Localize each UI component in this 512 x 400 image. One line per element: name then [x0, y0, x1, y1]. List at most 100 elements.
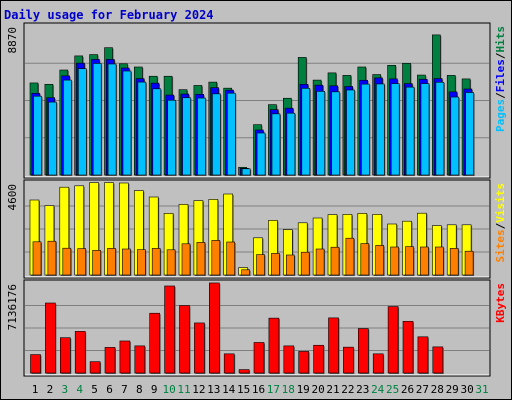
bar-sites — [47, 240, 57, 276]
bar-kbytes — [253, 342, 265, 374]
x-tick-label: 20 — [311, 383, 324, 396]
x-tick-label: 8 — [136, 383, 143, 396]
bar-sites — [77, 248, 86, 276]
bar-kbytes — [313, 344, 324, 374]
bar-kbytes — [372, 353, 384, 374]
bar-sites — [375, 245, 385, 276]
bar-pages — [137, 81, 147, 176]
x-tick-label: 11 — [177, 383, 190, 396]
x-tick-label: 16 — [252, 383, 265, 396]
bar-pages — [167, 99, 176, 176]
x-tick-label: 1 — [32, 383, 39, 396]
bar-kbytes — [104, 347, 116, 374]
bar-kbytes — [179, 305, 190, 374]
bar-sites — [166, 249, 176, 276]
bar-sites — [315, 248, 325, 276]
bar-sites — [449, 248, 459, 276]
x-tick-label: 26 — [401, 383, 414, 396]
x-tick-label: 30 — [460, 383, 473, 396]
bar-sites — [241, 269, 250, 276]
bar-pages — [301, 88, 311, 176]
x-tick-label: 28 — [431, 383, 444, 396]
legend-item: Visits — [494, 183, 507, 223]
bar-pages — [256, 132, 266, 176]
bar-kbytes — [74, 331, 86, 374]
x-tick-label: 22 — [341, 383, 354, 396]
bar-kbytes — [119, 340, 131, 374]
x-tick-label: 10 — [162, 383, 175, 396]
x-tick-label: 23 — [356, 383, 369, 396]
bar-sites — [360, 243, 370, 276]
bar-kbytes — [194, 322, 205, 374]
x-tick-label: 25 — [386, 383, 399, 396]
bar-kbytes — [209, 282, 220, 374]
x-tick-label: 29 — [446, 383, 459, 396]
bar-pages — [122, 70, 132, 176]
bar-sites — [330, 246, 340, 276]
bar-kbytes — [357, 328, 369, 374]
x-tick-label: 31 — [475, 383, 488, 396]
bar-pages — [107, 63, 117, 176]
bar-kbytes — [298, 351, 310, 374]
x-tick-label: 13 — [207, 383, 220, 396]
bar-pages — [286, 112, 296, 176]
bar-kbytes — [134, 345, 146, 374]
bar-kbytes — [59, 337, 71, 374]
legend-item: Sites — [494, 229, 507, 262]
x-tick-label: 24 — [371, 383, 385, 396]
bar-pages — [375, 83, 385, 176]
bar-pages — [241, 168, 251, 176]
legend-item: / — [494, 92, 507, 99]
bar-pages — [316, 91, 326, 176]
bar-sites — [137, 249, 146, 276]
x-tick-label: 12 — [192, 383, 205, 396]
bar-sites — [181, 243, 191, 276]
bar-sites — [420, 246, 429, 276]
x-tick-label: 14 — [222, 383, 236, 396]
legend-item: / — [494, 222, 507, 229]
bar-kbytes — [387, 306, 399, 374]
x-tick-label: 21 — [326, 383, 339, 396]
bar-sites — [226, 241, 235, 276]
bar-pages — [465, 92, 475, 176]
legend-kbytes: KBytes — [494, 283, 507, 323]
legend-item: / — [494, 52, 507, 59]
bar-sites — [405, 246, 414, 276]
bar-kbytes — [30, 354, 41, 374]
bar-kbytes — [283, 345, 295, 374]
bar-pages — [227, 92, 236, 176]
bar-pages — [346, 89, 355, 176]
bar-pages — [450, 96, 460, 176]
legend-item: Pages — [494, 99, 507, 132]
bar-pages — [271, 113, 281, 176]
bar-sites — [300, 251, 310, 276]
bar-sites — [196, 242, 206, 276]
bar-kbytes — [45, 302, 56, 374]
x-tick-label: 2 — [47, 383, 54, 396]
x-tick-label: 9 — [151, 383, 158, 396]
bar-kbytes — [164, 285, 175, 374]
bar-pages — [361, 83, 370, 176]
bar-kbytes — [149, 312, 160, 374]
bar-sites — [390, 246, 399, 276]
legend-hits-files-pages: Pages/Files/Hits — [494, 26, 507, 132]
y-max-label: 8870 — [6, 27, 19, 54]
x-tick-label: 3 — [61, 383, 68, 396]
legend-item: KBytes — [494, 283, 507, 323]
x-tick-label: 27 — [416, 383, 429, 396]
x-tick-label: 6 — [106, 383, 113, 396]
bar-pages — [420, 83, 430, 176]
x-tick-label: 18 — [282, 383, 295, 396]
bar-sites — [62, 247, 72, 276]
bar-pages — [182, 97, 191, 176]
y-max-label: 7136176 — [6, 284, 19, 330]
bar-pages — [152, 88, 162, 176]
bar-sites — [92, 250, 101, 276]
bar-kbytes — [343, 346, 354, 374]
bar-pages — [435, 81, 445, 176]
bar-sites — [271, 253, 280, 276]
legend-item: Files — [494, 59, 507, 92]
bar-sites — [107, 248, 116, 276]
bar-pages — [197, 97, 206, 176]
